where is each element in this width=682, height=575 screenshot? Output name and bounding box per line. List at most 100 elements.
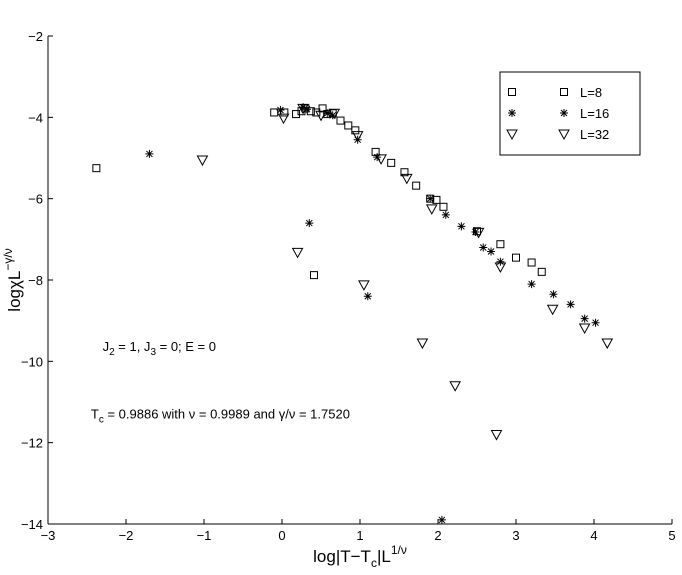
- data-point: [309, 271, 318, 280]
- data-point: [299, 103, 308, 112]
- y-axis-title-main: logχL: [5, 271, 24, 312]
- data-point: [400, 168, 409, 177]
- data-point: [425, 204, 438, 215]
- x-tick-label: 5: [668, 528, 675, 543]
- data-point: [312, 108, 321, 117]
- legend-marker: [508, 88, 516, 96]
- legend: L=8 L=16 L=32: [499, 71, 641, 156]
- data-point: [496, 257, 505, 266]
- data-point: [441, 210, 450, 219]
- data-point: [315, 110, 327, 122]
- y-tick-label: −8: [28, 273, 43, 288]
- legend-marker: [560, 88, 568, 96]
- data-point: [457, 222, 466, 231]
- x-tick-label: −3: [41, 528, 56, 543]
- data-point: [375, 154, 387, 165]
- annotation-text: J: [103, 339, 110, 354]
- data-point: [479, 243, 488, 252]
- annotation-text: c: [99, 414, 104, 425]
- data-point: [578, 323, 591, 335]
- data-point: [549, 290, 558, 299]
- y-axis-title: logχL−γ/ν: [1, 248, 24, 311]
- y-tick-label: −12: [21, 436, 43, 451]
- data-point: [439, 202, 448, 211]
- data-point: [336, 116, 345, 125]
- axes: −3 −2 −1 0 1 2 3 4 5−14−12−10−8−6−4−2log|T−Tc|L1…: [1, 29, 676, 570]
- data-point: [387, 158, 396, 167]
- x-axis-title-main: log|T−T: [313, 547, 371, 566]
- data-point: [323, 109, 332, 118]
- y-tick-label: −2: [28, 29, 43, 44]
- data-point: [358, 280, 370, 291]
- legend-marker: [506, 129, 518, 141]
- data-point: [449, 381, 462, 392]
- legend-box: [499, 71, 641, 156]
- data-point: [412, 181, 421, 190]
- x-axis-title-sub: c: [371, 556, 377, 570]
- series-l-8: [92, 104, 546, 280]
- data-point: [527, 258, 536, 267]
- data-point: [196, 155, 209, 167]
- data-point: [496, 240, 505, 249]
- data-point: [566, 300, 575, 309]
- x-tick-label: −2: [119, 528, 134, 543]
- legend-label: L=16: [580, 106, 609, 121]
- data-point: [580, 314, 589, 323]
- data-point: [512, 253, 520, 262]
- annotation-text: = 1, J: [115, 339, 151, 354]
- data-point: [351, 131, 364, 142]
- series-l-16: [145, 103, 600, 524]
- data-point: [302, 105, 311, 114]
- data-point: [276, 106, 285, 115]
- data-point: [305, 219, 314, 228]
- data-point: [546, 304, 559, 316]
- data-point: [92, 164, 101, 173]
- data-point: [490, 430, 503, 441]
- data-point: [416, 338, 429, 350]
- data-point: [537, 267, 546, 276]
- data-point: [527, 280, 536, 289]
- y-axis-title-sup: −γ/ν: [1, 248, 15, 270]
- y-tick-label: −4: [28, 110, 43, 125]
- data-point: [400, 173, 413, 185]
- x-tick-label: 2: [434, 528, 441, 543]
- legend-marker: [558, 129, 570, 141]
- data-point: [145, 149, 154, 158]
- y-tick-label: −14: [21, 517, 43, 532]
- data-point: [292, 110, 301, 119]
- data-point: [432, 195, 441, 204]
- x-tick-label: −1: [197, 528, 212, 543]
- legend-label: L=32: [580, 127, 609, 142]
- x-tick-label: 0: [278, 528, 285, 543]
- legend-marker: [508, 109, 516, 117]
- y-tick-label: −6: [28, 192, 43, 207]
- x-axis-title-after: |L: [377, 547, 391, 566]
- annotation-text: = 0; E = 0: [156, 339, 216, 354]
- y-tick-label: −10: [21, 354, 43, 369]
- data-point: [291, 247, 304, 259]
- data-point: [472, 227, 485, 239]
- annotation-text: T: [91, 406, 99, 421]
- legend-label: L=8: [580, 85, 602, 100]
- annotation-text: 3: [150, 347, 156, 358]
- series-l-32: [196, 103, 614, 441]
- data-point: [591, 318, 600, 327]
- data-point: [437, 515, 446, 524]
- annotation-text: = 0.9886 with ν = 0.9989 and γ/ν = 1.752…: [104, 406, 350, 421]
- x-tick-label: 4: [590, 528, 597, 543]
- data-point: [297, 103, 309, 115]
- data-point: [344, 121, 353, 130]
- annotation-text: 2: [109, 347, 115, 358]
- data-point: [328, 108, 341, 120]
- annotation-params: J2 = 1, J3 = 0; E = 0: [103, 339, 216, 358]
- data-point: [487, 247, 496, 256]
- data-point: [277, 113, 290, 125]
- x-axis-title: log|T−Tc|L1/ν: [313, 543, 407, 570]
- data-point: [601, 338, 614, 350]
- data-point: [318, 104, 327, 113]
- legend-marker: [560, 109, 568, 117]
- data-point: [426, 194, 435, 203]
- annotation-tc: Tc = 0.9886 with ν = 0.9989 and γ/ν = 1.…: [91, 406, 350, 425]
- data-point: [351, 126, 360, 135]
